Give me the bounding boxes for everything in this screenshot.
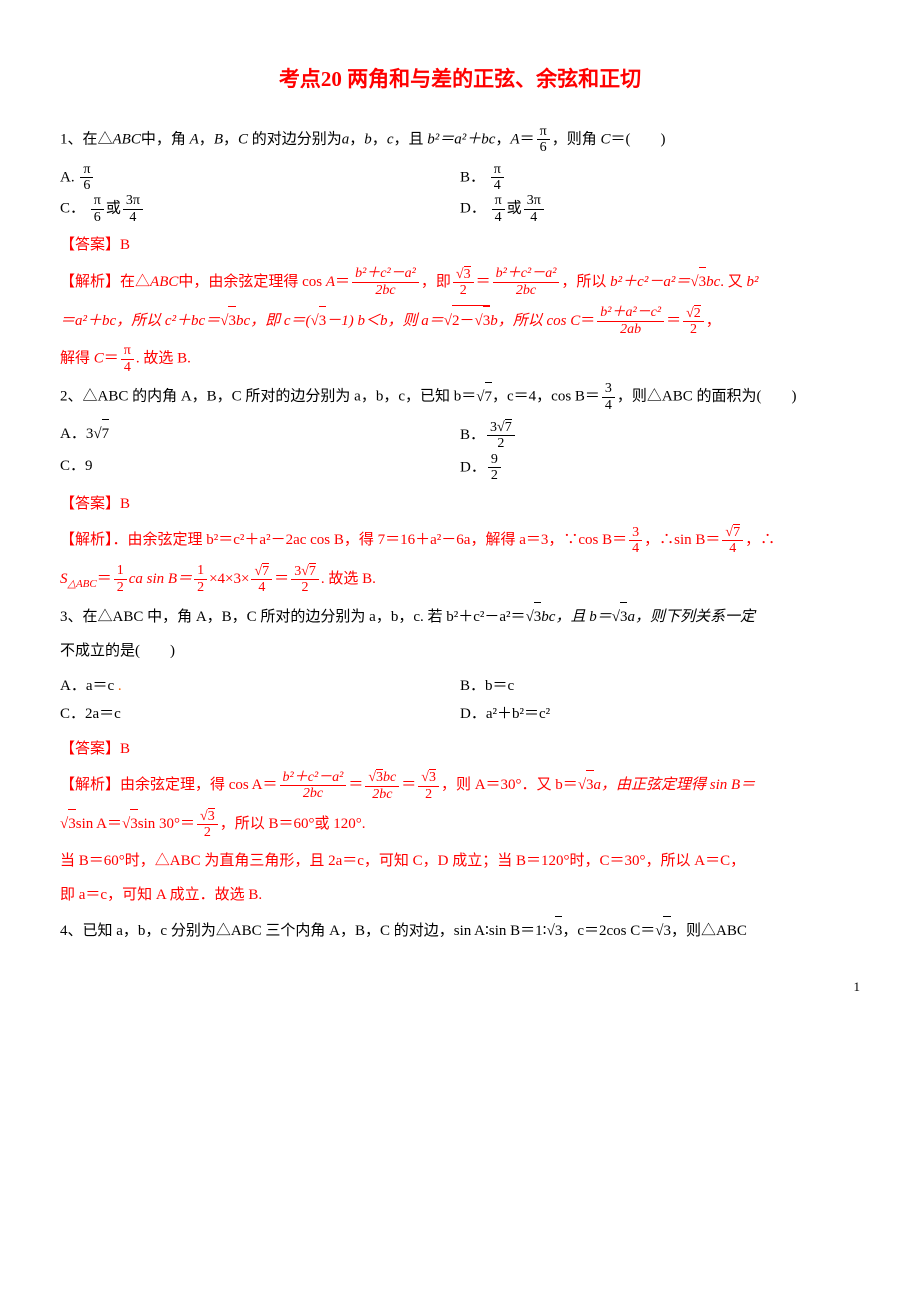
- page-title: 考点20 两角和与差的正弦、余弦和正切: [60, 60, 860, 100]
- q4-stem: 4、已知 a，b，c 分别为△ABC 三个内角 A，B，C 的对边，sin A∶…: [60, 916, 860, 946]
- q3-explanation-line3: 当 B＝60°时，△ABC 为直角三角形，且 2a＝c，可知 C，D 成立；当 …: [60, 847, 860, 876]
- q3-optD: D．a²＋b²＝c²: [460, 700, 860, 729]
- q2-optB: B．372: [460, 419, 860, 452]
- q1-optC: C． π6或3π4: [60, 193, 460, 225]
- q2-optD: D．92: [460, 452, 860, 484]
- q3-stem-line1: 3、在△ABC 中，角 A，B，C 所对的边分别为 a，b，c. 若 b²＋c²…: [60, 602, 860, 632]
- q2-optA: A．37: [60, 419, 460, 452]
- q1-options: A. π6 B． π4 C． π6或3π4 D． π4或3π4: [60, 162, 860, 226]
- q3-explanation-line4: 即 a＝c，可知 A 成立．故选 B.: [60, 881, 860, 910]
- q2-answer: 【答案】B: [60, 490, 860, 519]
- q2-explanation-line2: S△ABC＝12ca sin B＝12×4×3×74＝372. 故选 B.: [60, 563, 860, 596]
- q3-optC: C．2a＝c: [60, 700, 460, 729]
- q3-answer: 【答案】B: [60, 735, 860, 764]
- q1-explanation-line3: 解得 C＝π4. 故选 B.: [60, 343, 860, 375]
- q1-answer: 【答案】B: [60, 231, 860, 260]
- q2-optC: C．9: [60, 452, 460, 484]
- q3-stem-line2: 不成立的是( ): [60, 637, 860, 666]
- q1-optA: A. π6: [60, 162, 460, 194]
- q1-optD: D． π4或3π4: [460, 193, 860, 225]
- q3-explanation-line1: 【解析】由余弦定理，得 cos A＝b²＋c²－a²2bc＝3bc2bc＝32，…: [60, 769, 860, 802]
- q1-optB: B． π4: [460, 162, 860, 194]
- q1-explanation-line1: 【解析】在△ABC中，由余弦定理得 cos A＝b²＋c²－a²2bc，即32＝…: [60, 266, 860, 299]
- q2-options: A．37 B．372 C．9 D．92: [60, 419, 860, 484]
- q3-optA: A．a＝c .: [60, 672, 460, 701]
- q1-explanation-line2: ＝a²＋bc，所以 c²＋bc＝3bc，即 c＝(3－1) b＜b，则 a＝2－…: [60, 305, 860, 338]
- q1-stem: 1、在△ABC中，角 A，B，C 的对边分别为a，b，c，且 b²＝a²＋bc，…: [60, 124, 860, 156]
- q3-optB: B．b＝c: [460, 672, 860, 701]
- page-number: 1: [60, 975, 860, 1000]
- q3-explanation-line2: 3sin A＝3sin 30°＝32，所以 B＝60°或 120°.: [60, 808, 860, 841]
- q3-options: A．a＝c . B．b＝c C．2a＝c D．a²＋b²＝c²: [60, 672, 860, 729]
- q2-stem: 2、△ABC 的内角 A，B，C 所对的边分别为 a，b，c，已知 b＝7，c＝…: [60, 381, 860, 413]
- q2-explanation-line1: 【解析】．由余弦定理 b²＝c²＋a²－2ac cos B，得 7＝16＋a²－…: [60, 524, 860, 557]
